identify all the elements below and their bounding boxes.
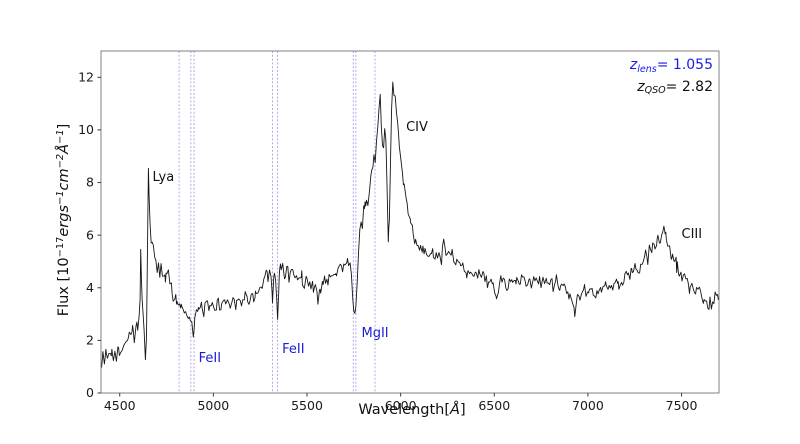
y-tick-label-6: 6 xyxy=(86,227,94,242)
line-label-feii: FeII xyxy=(282,342,305,357)
x-tick-label-5000: 5000 xyxy=(197,398,229,413)
x-tick-label-6500: 6500 xyxy=(478,398,510,413)
zqso-annotation: zQSO= 2.82 xyxy=(637,78,713,97)
x-tick-label-4500: 4500 xyxy=(104,398,136,413)
y-tick-label-4: 4 xyxy=(86,280,94,295)
line-label-ciii: CIII xyxy=(681,227,703,242)
line-label-mgii: MgII xyxy=(361,326,389,342)
y-tick-label-2: 2 xyxy=(86,333,94,348)
line-label-lya: Lya xyxy=(152,169,175,185)
y-tick-label-8: 8 xyxy=(86,175,94,190)
y-tick-label-12: 12 xyxy=(78,70,94,85)
plot-border xyxy=(100,50,720,394)
redshift-annotations: zlens= 1.055 zQSO= 2.82 xyxy=(630,57,713,101)
y-tick-label-10: 10 xyxy=(78,122,94,137)
line-label-feii: FeII xyxy=(198,351,222,367)
zlens-annotation: zlens= 1.055 xyxy=(629,57,713,75)
x-tick-label-7000: 7000 xyxy=(572,398,604,413)
y-tick-label-0: 0 xyxy=(86,385,94,400)
x-axis-label: Wavelength[Å] xyxy=(358,402,466,418)
x-tick-label-7500: 7500 xyxy=(666,398,698,413)
spectrum-line xyxy=(101,81,719,368)
y-axis-label: Flux [10−17ergs−1cm−2Å−1] xyxy=(54,123,72,317)
x-tick-label-6000: 6000 xyxy=(385,398,417,413)
line-label-civ: CIV xyxy=(406,119,428,135)
x-tick-label-5500: 5500 xyxy=(291,398,323,413)
